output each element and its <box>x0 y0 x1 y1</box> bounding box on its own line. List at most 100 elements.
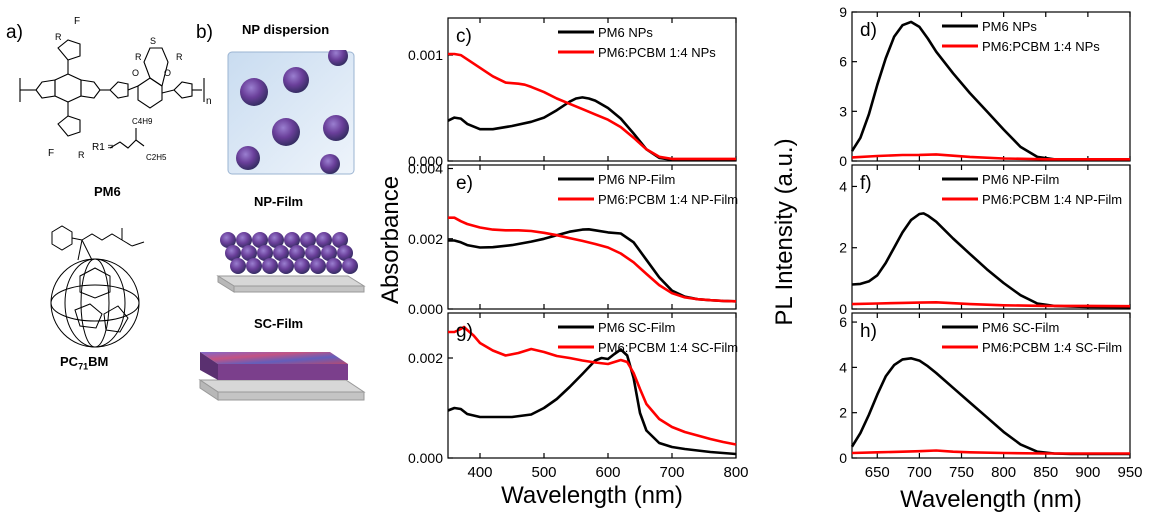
np-film-sphere <box>332 232 348 248</box>
pcbm-label-sub: 71 <box>78 361 89 372</box>
series-line-f-0 <box>851 212 1131 309</box>
ytick-label-d: 6 <box>839 54 847 70</box>
np-film-sphere <box>300 232 316 248</box>
xtick-label-g: 400 <box>467 464 492 481</box>
r1-bottom: R <box>78 150 85 160</box>
pcbm-label-main: PC <box>60 354 79 369</box>
pcbm-label-end: BM <box>88 354 109 369</box>
np-film-sphere <box>284 232 300 248</box>
np-film-sphere <box>321 245 337 261</box>
np-film-sphere <box>273 245 289 261</box>
np-film-sphere <box>310 258 326 274</box>
ytick-label-f: 2 <box>839 240 847 256</box>
xtick-label-h: 950 <box>1117 464 1142 481</box>
c4h9-label: C4H9 <box>132 117 153 126</box>
sc-film-title: SC-Film <box>254 316 304 331</box>
series-line-h-0 <box>850 356 1130 456</box>
panel-label-b: b) <box>196 22 213 43</box>
np-film-sphere <box>316 232 332 248</box>
panel-label-h: h) <box>860 321 877 342</box>
legend-label-e-0: PM6 NP-Film <box>598 172 675 187</box>
panel-label-g: g) <box>456 321 473 342</box>
pl-ylabel: PL Intensity (a.u.) <box>771 138 798 325</box>
ytick-label-c: 0.000 <box>408 153 443 169</box>
legend-label-c-1: PM6:PCBM 1:4 NPs <box>598 45 716 60</box>
ytick-label-c: 0.001 <box>408 47 443 63</box>
np-film-sphere <box>220 232 236 248</box>
plot-frame-e <box>447 164 737 310</box>
panel-label-e: e) <box>456 173 473 194</box>
np-film-sphere <box>337 245 353 261</box>
ytick-label-h: 6 <box>839 314 847 330</box>
panel-label-c: c) <box>456 26 472 47</box>
np-film-sphere <box>257 245 273 261</box>
np-film-sphere <box>252 232 268 248</box>
series-line-c-1 <box>448 52 736 161</box>
ytick-label-d: 0 <box>839 153 847 169</box>
fluorine-bottom: F <box>48 148 54 159</box>
np-film-sphere <box>342 258 358 274</box>
np-film-sphere <box>225 245 241 261</box>
np-film-sphere <box>294 258 310 274</box>
np-film-image <box>216 232 366 293</box>
series-line-c-0 <box>447 96 736 162</box>
np-dispersion-image <box>227 50 355 175</box>
series-line-f-1 <box>851 300 1131 308</box>
abs-ylabel: Absorbance <box>377 176 404 304</box>
pm6-structure: F R R R S O O n F R R1 = C4H9 C2H5 <box>19 16 212 162</box>
legend-label-d-0: PM6 NPs <box>982 19 1037 34</box>
c2h5-label: C2H5 <box>146 153 167 162</box>
panel-label-d: d) <box>860 20 877 41</box>
ytick-label-f: 0 <box>839 301 847 317</box>
ytick-label-g: 0.000 <box>408 450 443 466</box>
legend-label-h-1: PM6:PCBM 1:4 SC-Film <box>982 340 1122 355</box>
plot-frame-g <box>447 312 737 459</box>
np-film-sphere <box>326 258 342 274</box>
np-film-sphere <box>289 245 305 261</box>
plot-frame-d <box>851 11 1131 162</box>
ytick-label-e: 0.002 <box>408 231 443 247</box>
series-line-d-1 <box>851 153 1130 161</box>
ytick-label-d: 3 <box>839 103 847 119</box>
series-line-g-1 <box>448 325 737 446</box>
legend-label-f-0: PM6 NP-Film <box>982 172 1059 187</box>
panel-label-a: a) <box>6 22 23 43</box>
ytick-label-d: 9 <box>839 4 847 20</box>
plot-frame-f <box>851 164 1131 310</box>
ytick-label-h: 0 <box>839 450 847 466</box>
series-line-e-0 <box>448 228 737 303</box>
np-film-sphere <box>241 245 257 261</box>
ytick-label-e: 0.004 <box>408 161 443 177</box>
abs-xlabel: Wavelength (nm) <box>501 482 683 509</box>
fluorine-top: F <box>74 16 80 27</box>
np-dispersion-title: NP dispersion <box>242 22 330 37</box>
np-film-sphere <box>230 258 246 274</box>
panel-label-f: f) <box>860 173 872 194</box>
series-line-h-1 <box>851 449 1130 455</box>
np-film-sphere <box>305 245 321 261</box>
pcbm-label: PC71BM <box>60 354 108 372</box>
xtick-label-h: 650 <box>865 464 890 481</box>
ytick-label-f: 4 <box>839 178 847 194</box>
ytick-label-h: 4 <box>839 359 847 375</box>
xtick-label-h: 750 <box>949 464 974 481</box>
np-film-sphere <box>246 258 262 274</box>
oxygen-right: O <box>164 68 171 78</box>
legend-label-g-1: PM6:PCBM 1:4 SC-Film <box>598 340 738 355</box>
repeat-n: n <box>206 96 212 107</box>
ytick-label-h: 2 <box>839 405 847 421</box>
series-line-e-1 <box>448 216 737 303</box>
xtick-label-h: 850 <box>1033 464 1058 481</box>
oxygen-left: O <box>132 68 139 78</box>
np-film-sphere <box>262 258 278 274</box>
xtick-label-g: 500 <box>531 464 556 481</box>
xtick-label-g: 700 <box>659 464 684 481</box>
np-film-sphere <box>236 232 252 248</box>
sulfur-top: S <box>150 36 156 46</box>
xtick-label-h: 700 <box>907 464 932 481</box>
plot-frame-c <box>447 17 737 162</box>
r1-right: R <box>176 52 183 62</box>
xtick-label-h: 800 <box>991 464 1016 481</box>
legend-label-c-0: PM6 NPs <box>598 25 653 40</box>
legend-label-h-0: PM6 SC-Film <box>982 320 1059 335</box>
